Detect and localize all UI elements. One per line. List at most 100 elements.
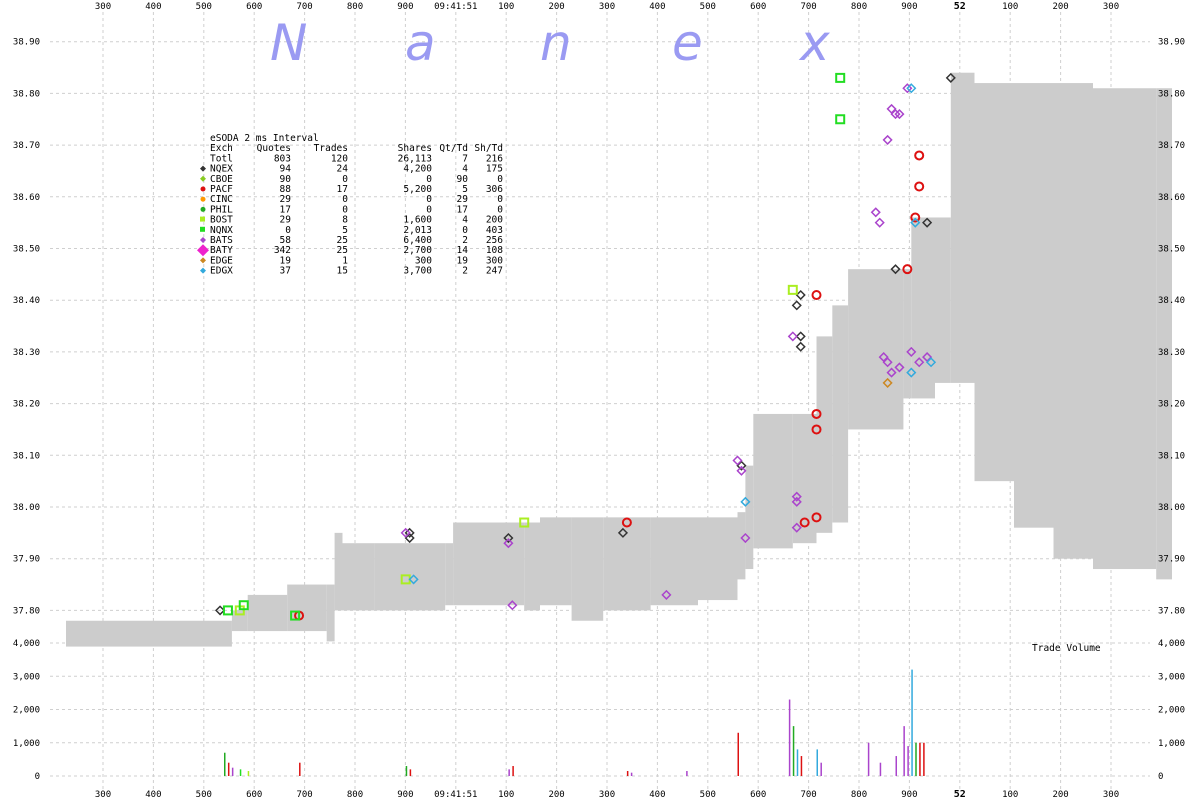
nqnx-marker xyxy=(222,605,233,616)
legend-cell: 4 xyxy=(462,215,468,226)
bats-marker xyxy=(732,455,743,466)
volume-bars xyxy=(224,669,925,776)
price-tick-left: 38.70 xyxy=(13,141,40,151)
volume-tick-left: 1,000 xyxy=(13,739,40,749)
legend-cell: 0 xyxy=(497,174,503,185)
legend-cell: 342 xyxy=(274,245,291,256)
legend-cell: 0 xyxy=(426,174,432,185)
nqex-marker xyxy=(503,532,514,544)
price-tick-left: 38.50 xyxy=(13,245,40,255)
legend-header: Sh/Td xyxy=(474,143,503,154)
x-tick-bottom: 100 xyxy=(1002,790,1018,800)
nbbo-band-segment xyxy=(66,620,224,647)
x-tick-bottom: 52 xyxy=(954,789,966,800)
legend-cell: 2,013 xyxy=(403,225,432,236)
pacf-marker xyxy=(902,264,913,275)
price-tick-left: 38.90 xyxy=(13,38,40,48)
x-tick-bottom: 800 xyxy=(347,790,363,800)
nbbo-band-segment xyxy=(745,465,754,570)
volume-tick-right: 2,000 xyxy=(1158,706,1185,716)
legend-cell: 17 xyxy=(457,204,468,215)
legend-cell: 0 xyxy=(342,174,348,185)
edgx-marker xyxy=(906,83,917,94)
x-tick-bottom: 700 xyxy=(800,790,816,800)
bats-marker xyxy=(906,346,917,357)
price-tick-right: 38.50 xyxy=(1158,245,1185,255)
price-tick-right: 37.90 xyxy=(1158,555,1185,565)
x-tick-top: 700 xyxy=(800,2,816,12)
x-tick-top: 400 xyxy=(649,2,665,12)
x-tick-top: 500 xyxy=(700,2,716,12)
legend-cell: CINC xyxy=(210,194,233,205)
volume-bar xyxy=(227,762,230,776)
legend-cell: 2 xyxy=(462,266,468,277)
x-tick-bottom: 09:41:51 xyxy=(434,790,477,800)
legend-cell: 25 xyxy=(337,235,348,246)
nbbo-band-segment xyxy=(603,517,651,611)
legend-marker xyxy=(200,186,206,192)
volume-bar xyxy=(512,766,514,776)
volume-bar xyxy=(630,772,633,776)
x-tick-top: 300 xyxy=(95,2,111,12)
watermark-letter-3: n xyxy=(540,14,572,72)
volume-tick-right: 1,000 xyxy=(1158,739,1185,749)
x-tick-bottom: 100 xyxy=(498,790,514,800)
nbbo-band-segment xyxy=(571,517,604,621)
legend-cell: 15 xyxy=(337,266,348,277)
nbbo-band-segment xyxy=(1093,88,1157,570)
pacf-marker xyxy=(811,408,822,419)
nqex-marker xyxy=(404,532,415,544)
nbbo-band-segment xyxy=(1053,83,1093,559)
legend-cell: PACF xyxy=(210,184,233,195)
legend-cell: 88 xyxy=(280,184,292,195)
pacf-marker xyxy=(811,424,822,435)
volume-bar xyxy=(895,756,897,776)
bats-marker xyxy=(878,352,889,363)
legend-cell: EDGE xyxy=(210,255,233,266)
volume-tick-right: 0 xyxy=(1158,772,1163,782)
nanex-watermark: N a n e x xyxy=(270,14,830,72)
nbbo-band-segment xyxy=(792,413,817,544)
volume-tick-left: 0 xyxy=(35,772,40,782)
nbbo-band-segment xyxy=(1014,83,1054,528)
bats-marker xyxy=(922,352,933,363)
nbbo-band-segment xyxy=(816,336,833,533)
nbbo-band-segment xyxy=(453,522,525,606)
bats-marker xyxy=(791,496,802,507)
legend-cell: BATS xyxy=(210,235,233,246)
legend-cell: 0 xyxy=(426,204,432,215)
legend-cell: 0 xyxy=(462,225,468,236)
bats-marker xyxy=(886,103,897,114)
legend-cell: 14 xyxy=(457,245,469,256)
nbbo-band-segment xyxy=(524,522,540,611)
pacf-marker xyxy=(621,517,632,528)
bats-marker xyxy=(890,109,901,120)
legend-cell: EDGX xyxy=(210,266,233,277)
legend-cell: 803 xyxy=(274,153,291,164)
volume-bar xyxy=(247,771,250,776)
x-tick-bottom: 700 xyxy=(296,790,312,800)
price-tick-left: 38.20 xyxy=(13,400,40,410)
price-tick-left: 37.80 xyxy=(13,606,40,616)
legend-marker xyxy=(200,175,206,182)
bats-marker xyxy=(882,134,893,145)
bats-marker xyxy=(507,600,518,611)
pacf-marker xyxy=(914,150,925,161)
volume-bar xyxy=(907,746,909,776)
legend-cell: 19 xyxy=(457,255,469,266)
volume-bar xyxy=(816,749,818,776)
nbbo-band-segment xyxy=(445,543,454,606)
nqex-marker xyxy=(945,72,956,83)
x-tick-bottom: 900 xyxy=(397,790,413,800)
x-tick-bottom: 200 xyxy=(1052,790,1068,800)
legend-cell: 26,113 xyxy=(398,153,432,164)
bats-marker xyxy=(870,207,881,218)
nbbo-band-segment xyxy=(326,584,335,642)
bats-marker xyxy=(894,109,905,120)
edgx-marker xyxy=(925,357,937,368)
legend-cell: 29 xyxy=(280,215,292,226)
nqex-marker xyxy=(791,300,802,311)
volume-tick-left: 3,000 xyxy=(13,672,40,682)
bats-marker xyxy=(503,538,514,549)
